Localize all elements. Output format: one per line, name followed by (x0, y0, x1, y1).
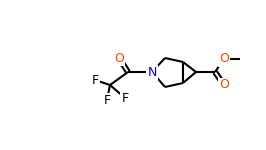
Text: O: O (114, 51, 124, 64)
Text: F: F (122, 92, 128, 105)
Text: N: N (147, 66, 157, 78)
Text: F: F (92, 74, 99, 87)
Text: O: O (219, 52, 229, 66)
Text: O: O (219, 78, 229, 92)
Text: F: F (103, 93, 111, 106)
